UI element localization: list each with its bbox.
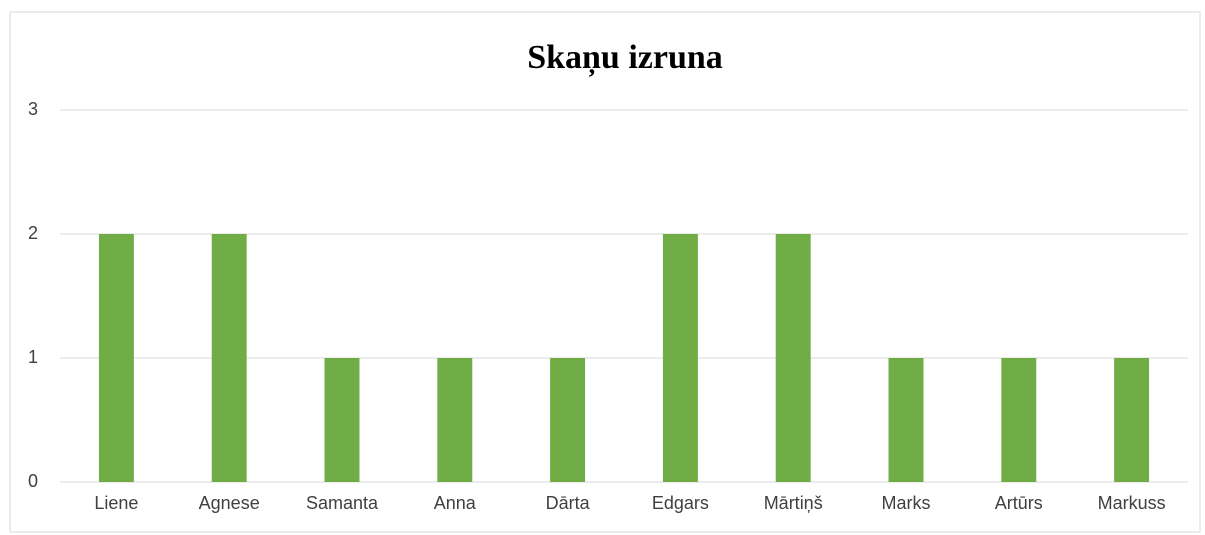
x-tick-label: Marks bbox=[882, 493, 931, 513]
x-tick-label: Liene bbox=[94, 493, 138, 513]
y-tick-label: 3 bbox=[28, 99, 38, 119]
bar bbox=[1001, 358, 1037, 482]
x-tick-label: Markuss bbox=[1098, 493, 1166, 513]
chart-title: Skaņu izruna bbox=[527, 39, 723, 77]
bar bbox=[888, 358, 924, 482]
y-tick-label: 1 bbox=[28, 347, 38, 367]
x-tick-label: Mārtiņš bbox=[764, 493, 823, 513]
bar bbox=[1114, 358, 1150, 482]
bar bbox=[211, 234, 247, 482]
bar bbox=[550, 358, 586, 482]
y-tick-label: 0 bbox=[28, 471, 38, 491]
x-tick-label: Artūrs bbox=[995, 493, 1043, 513]
x-tick-label: Dārta bbox=[546, 493, 591, 513]
bar bbox=[437, 358, 473, 482]
bar bbox=[662, 234, 698, 482]
x-tick-label: Agnese bbox=[199, 493, 260, 513]
x-tick-label: Anna bbox=[434, 493, 477, 513]
x-tick-label: Samanta bbox=[306, 493, 379, 513]
x-tick-label: Edgars bbox=[652, 493, 709, 513]
bar bbox=[98, 234, 134, 482]
bar bbox=[324, 358, 360, 482]
bar bbox=[775, 234, 811, 482]
y-tick-label: 2 bbox=[28, 223, 38, 243]
